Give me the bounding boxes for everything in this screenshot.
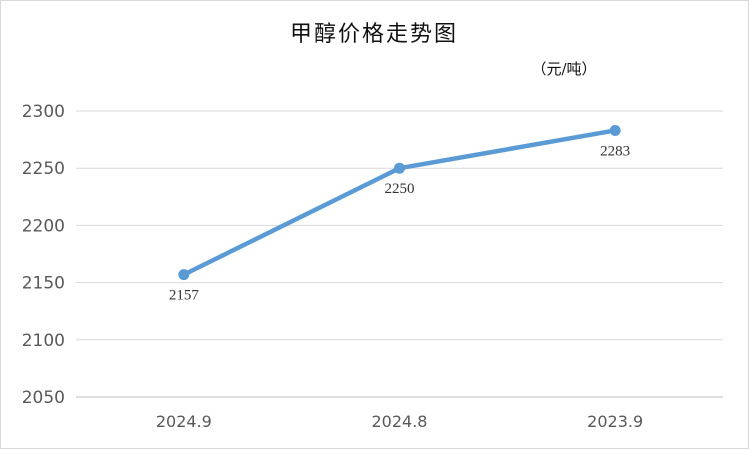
data-label: 2283 [600, 143, 630, 159]
x-tick-label: 2024.8 [372, 412, 428, 431]
y-tick-label: 2250 [22, 159, 65, 179]
chart-title: 甲醇价格走势图 [290, 22, 458, 47]
y-tick-label: 2200 [22, 216, 65, 236]
data-label: 2250 [385, 181, 415, 197]
series-layer [178, 124, 621, 281]
y-axis-ticks: 2050 2100 2150 2200 2250 2300 [22, 102, 65, 408]
x-axis-ticks: 2024.9 2024.8 2023.9 [156, 412, 643, 431]
data-point [178, 269, 190, 281]
data-label: 2157 [169, 288, 200, 304]
x-tick-label: 2023.9 [587, 412, 643, 431]
data-labels: 2157 2250 2283 [169, 143, 630, 303]
y-tick-label: 2050 [22, 388, 65, 408]
data-point [609, 124, 621, 136]
y-tick-label: 2100 [22, 331, 65, 351]
x-tick-label: 2024.9 [156, 412, 212, 431]
y-tick-label: 2300 [22, 102, 65, 122]
data-point [394, 162, 405, 174]
series-line [181, 128, 618, 277]
unit-label: （元/吨） [531, 60, 596, 78]
y-tick-label: 2150 [22, 274, 65, 294]
